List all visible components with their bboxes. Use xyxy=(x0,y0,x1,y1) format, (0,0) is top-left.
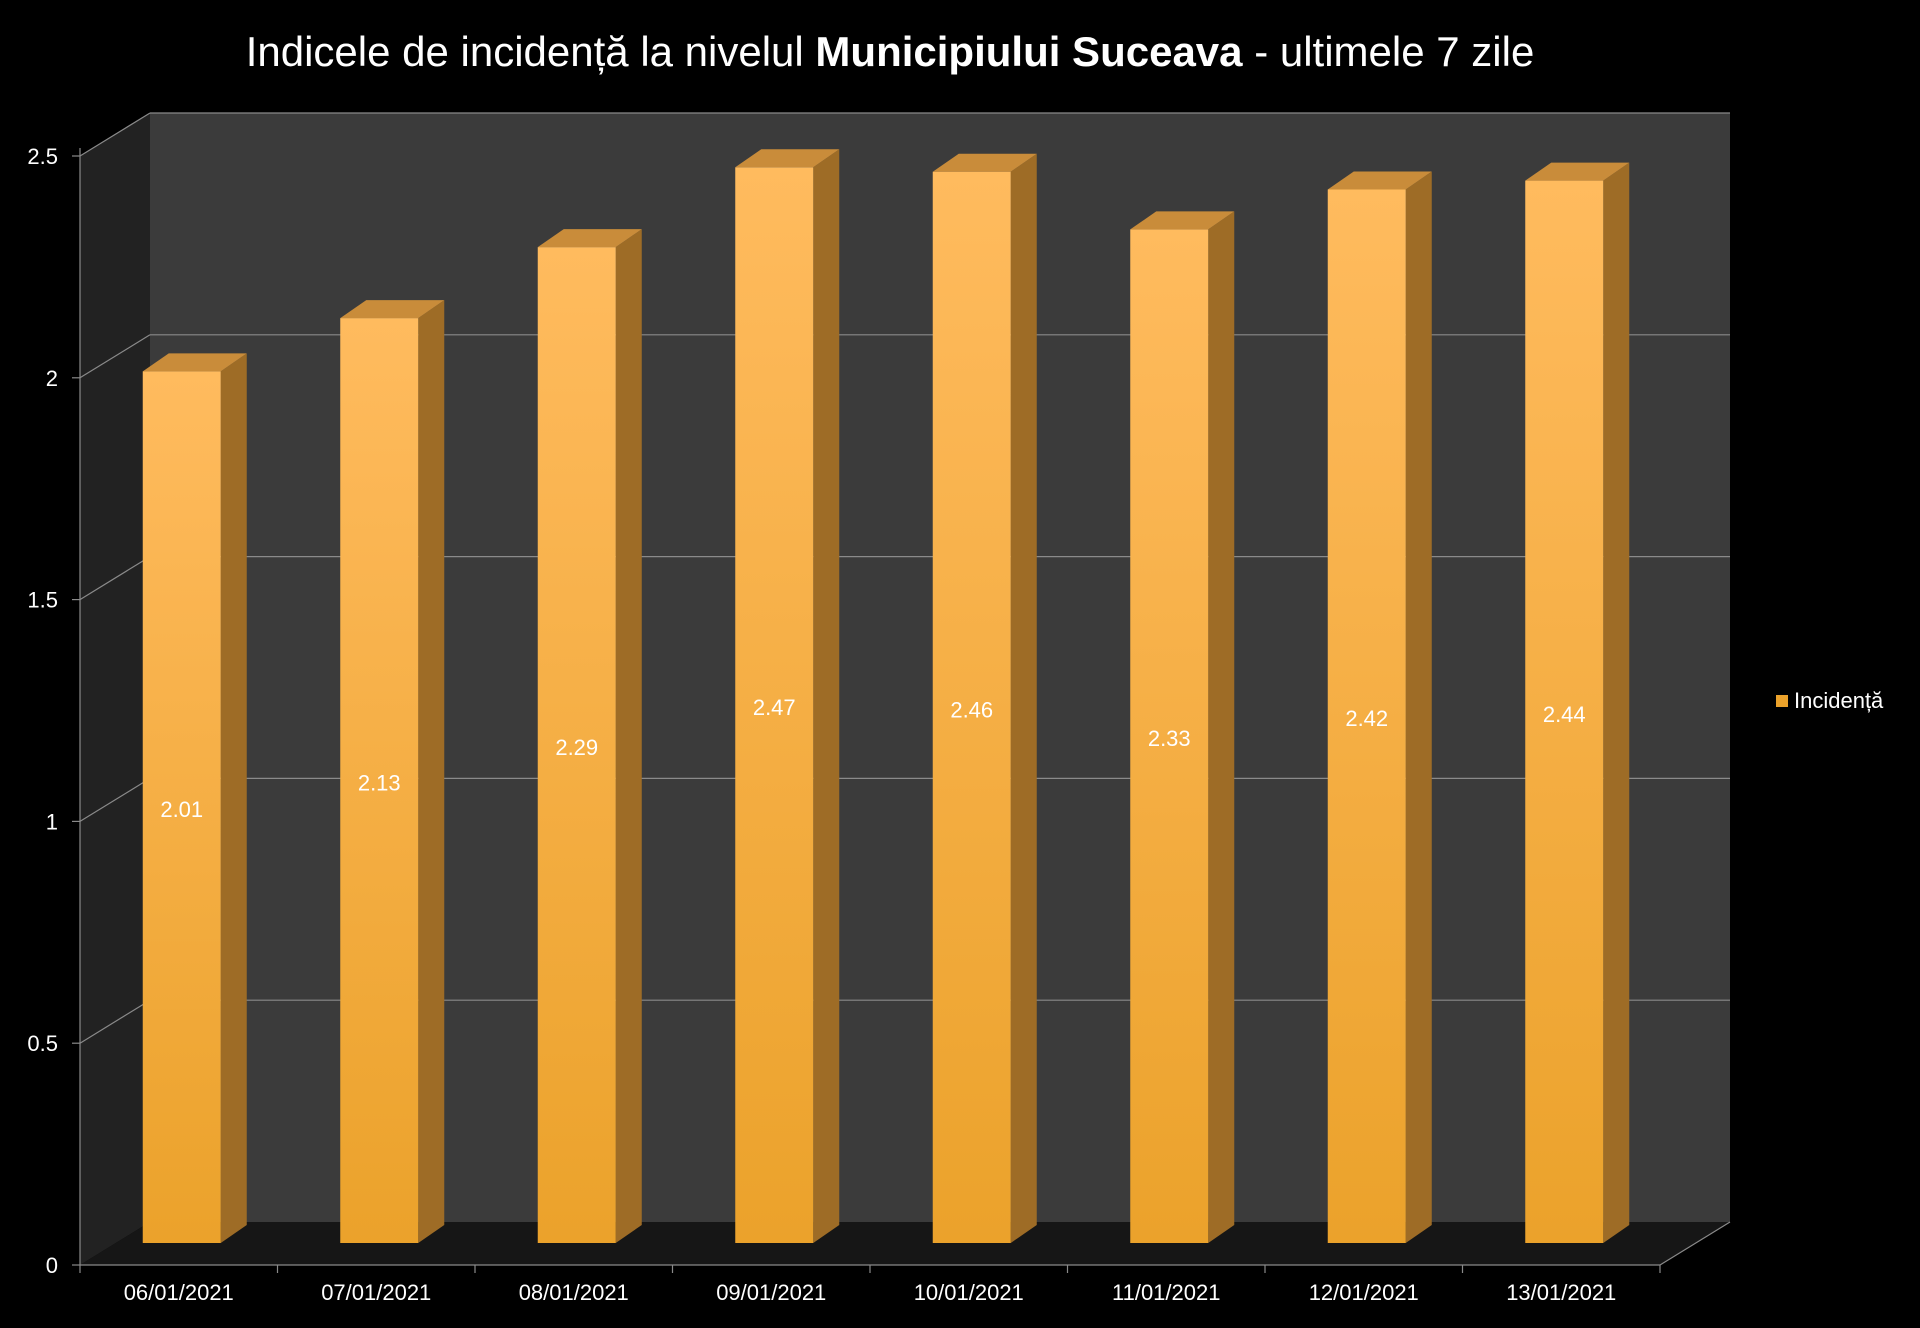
x-tick-label: 08/01/2021 xyxy=(519,1280,629,1305)
y-tick-label: 2 xyxy=(46,366,58,391)
gridline-side xyxy=(79,334,151,379)
x-tick-label: 10/01/2021 xyxy=(914,1280,1024,1305)
data-label: 2.13 xyxy=(358,771,401,796)
bar-top xyxy=(1327,171,1432,190)
data-label: 2.42 xyxy=(1345,706,1388,731)
bar xyxy=(932,171,1011,1243)
bar-top xyxy=(142,353,247,372)
data-label: 2.47 xyxy=(753,695,796,720)
x-tick-label: 11/01/2021 xyxy=(1112,1280,1220,1305)
bar-top xyxy=(1525,162,1630,181)
data-label: 2.44 xyxy=(1543,702,1586,727)
data-label: 2.29 xyxy=(555,735,598,760)
bar-top xyxy=(1130,211,1235,230)
bar xyxy=(1130,229,1209,1244)
y-tick-label: 2.5 xyxy=(27,144,58,169)
gridline-side xyxy=(79,556,151,601)
x-tick-label: 09/01/2021 xyxy=(716,1280,826,1305)
gridline-side xyxy=(79,777,151,822)
bar-side xyxy=(1603,162,1630,1244)
bar-side xyxy=(220,353,247,1243)
legend: Incidență xyxy=(1776,688,1883,714)
data-label: 2.46 xyxy=(950,697,993,722)
data-label: 2.01 xyxy=(160,797,203,822)
gridline-side xyxy=(79,999,151,1044)
legend-swatch xyxy=(1776,695,1788,707)
legend-label: Incidență xyxy=(1794,688,1884,713)
y-tick-label: 0 xyxy=(46,1253,58,1278)
x-tick-label: 06/01/2021 xyxy=(124,1280,234,1305)
side-wall xyxy=(80,113,150,1265)
floor xyxy=(80,1222,1730,1265)
bar-side xyxy=(418,300,445,1244)
y-tick-label: 1.5 xyxy=(27,588,58,613)
bar-top xyxy=(735,149,840,168)
gridline-side xyxy=(79,112,151,157)
y-tick-label: 0.5 xyxy=(27,1031,58,1056)
bar-side xyxy=(1405,171,1432,1243)
chart-title: Indicele de incidență la nivelul Municip… xyxy=(0,28,1780,76)
x-tick-label: 13/01/2021 xyxy=(1506,1280,1616,1305)
bar-side xyxy=(615,229,642,1243)
bar-top xyxy=(340,300,445,319)
x-tick-label: 07/01/2021 xyxy=(321,1280,431,1305)
bar-side xyxy=(1208,211,1235,1244)
bar-top xyxy=(932,153,1037,172)
chart-title-prefix: Indicele de incidență la nivelul xyxy=(245,28,816,75)
x-tick-label: 12/01/2021 xyxy=(1309,1280,1419,1305)
bar xyxy=(1525,180,1604,1244)
chart-title-bold: Municipiului Suceava xyxy=(815,28,1243,75)
bar xyxy=(340,318,419,1244)
y-tick-label: 1 xyxy=(46,809,58,834)
bar-side xyxy=(813,149,840,1244)
bar xyxy=(1327,189,1406,1243)
bar-side xyxy=(1010,153,1037,1243)
bar xyxy=(537,247,616,1243)
bar xyxy=(142,371,221,1243)
bar-top xyxy=(537,229,642,248)
data-label: 2.33 xyxy=(1148,726,1191,751)
chart-title-suffix: - ultimele 7 zile xyxy=(1242,28,1535,75)
x-axis-depth xyxy=(1659,1221,1731,1266)
bar xyxy=(735,167,814,1244)
